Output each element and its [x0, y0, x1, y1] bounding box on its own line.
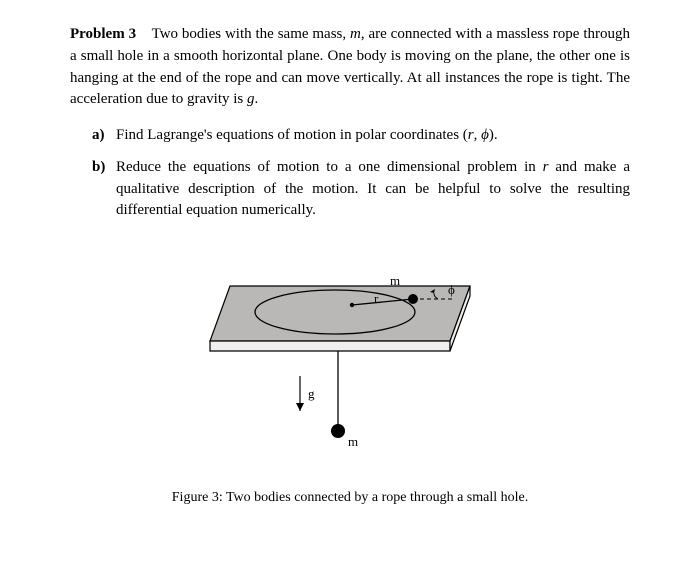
var-g: g	[247, 91, 255, 107]
var-m: m	[350, 26, 361, 42]
figure-caption: Figure 3: Two bodies connected by a rope…	[70, 488, 630, 508]
part-a-body: Find Lagrange's equations of motion in p…	[116, 125, 630, 147]
part-b-marker: b)	[92, 157, 116, 222]
problem-text-3: .	[255, 91, 259, 107]
svg-text:ϕ: ϕ	[448, 282, 455, 297]
svg-text:g: g	[308, 386, 315, 401]
svg-text:m: m	[390, 273, 400, 288]
figure: mrϕgm Figure 3: Two bodies connected by …	[70, 236, 630, 508]
svg-text:m: m	[348, 434, 358, 449]
svg-text:r: r	[374, 291, 379, 306]
part-b-body: Reduce the equations of motion to a one …	[116, 157, 630, 222]
part-b: b) Reduce the equations of motion to a o…	[92, 157, 630, 222]
figure-svg: mrϕgm	[190, 236, 510, 466]
parts-list: a) Find Lagrange's equations of motion i…	[70, 125, 630, 222]
part-a: a) Find Lagrange's equations of motion i…	[92, 125, 630, 147]
problem-page: Problem 3 Two bodies with the same mass,…	[0, 0, 700, 518]
problem-label: Problem 3	[70, 26, 136, 42]
problem-statement: Problem 3 Two bodies with the same mass,…	[70, 24, 630, 111]
problem-text-1: Two bodies with the same mass,	[152, 26, 350, 42]
part-a-marker: a)	[92, 125, 116, 147]
